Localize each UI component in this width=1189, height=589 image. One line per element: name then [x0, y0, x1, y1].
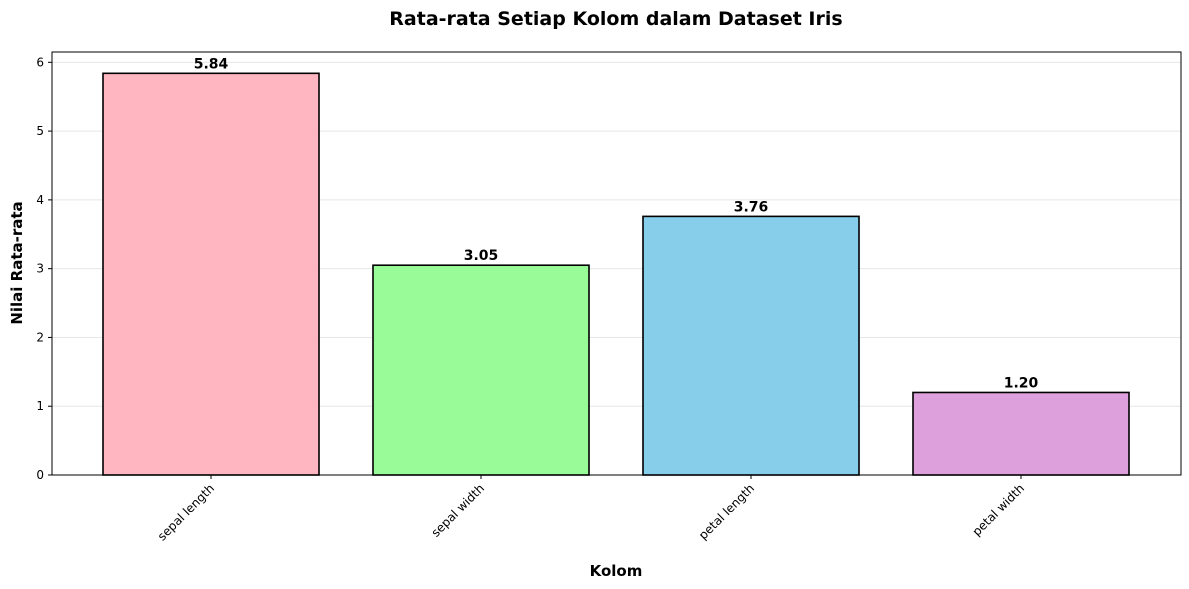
bar-petal-width [912, 391, 1130, 476]
y-tick-label: 6 [36, 55, 44, 69]
x-tick-label: sepal length [155, 481, 217, 543]
y-axis: 0 1 2 3 4 5 6 [36, 55, 52, 482]
data-label: 3.76 [734, 199, 769, 215]
plot-frame [51, 51, 1182, 476]
x-axis: sepal length sepal width petal length petal… [155, 475, 1027, 543]
data-label: 5.84 [194, 56, 229, 72]
data-labels: 5.84 3.05 3.76 1.20 [194, 56, 1039, 391]
bar-sepal-width [372, 264, 590, 476]
bar-sepal-length [102, 72, 320, 476]
x-tick-label: petal width [970, 481, 1027, 538]
data-label: 1.20 [1004, 375, 1039, 391]
y-tick-label: 5 [36, 124, 44, 138]
bars [102, 72, 1130, 476]
bar-petal-length [642, 215, 860, 476]
data-label: 3.05 [464, 248, 499, 264]
y-tick-label: 2 [36, 330, 44, 344]
x-axis-label: Kolom [590, 562, 643, 580]
x-tick-label: petal length [696, 481, 757, 542]
y-tick-label: 1 [36, 399, 44, 413]
y-tick-label: 3 [36, 262, 44, 276]
chart-title: Rata-rata Setiap Kolom dalam Dataset Iri… [389, 8, 842, 30]
x-tick-label: sepal width [429, 481, 488, 540]
y-axis-label: Nilai Rata-rata [8, 201, 26, 324]
y-tick-label: 4 [36, 193, 44, 207]
y-tick-label: 0 [36, 468, 44, 482]
